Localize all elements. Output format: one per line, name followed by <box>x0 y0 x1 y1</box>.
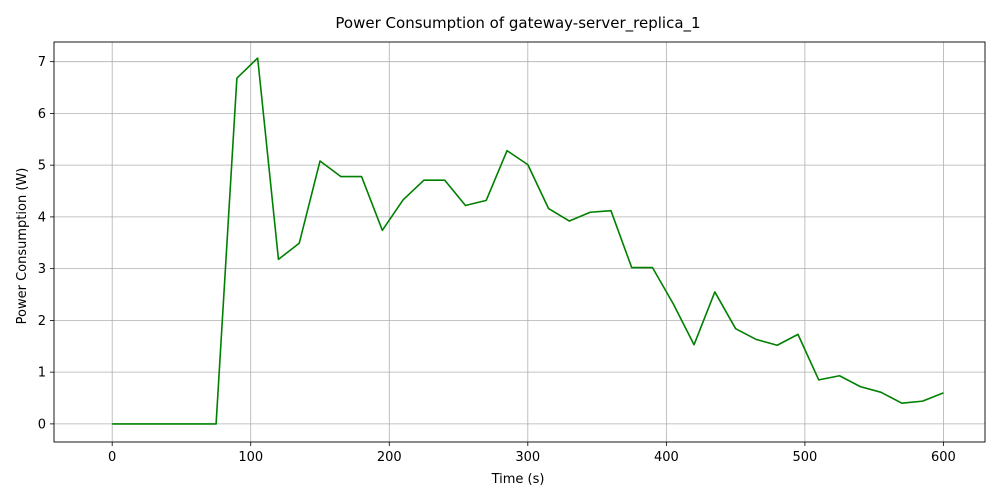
x-tick-label: 100 <box>238 450 263 465</box>
grid <box>54 42 985 442</box>
plot-frame <box>53 41 986 443</box>
series-layer <box>112 57 944 425</box>
y-tick-label: 3 <box>38 262 46 277</box>
x-axis-ticks: 0 100 200 300 400 500 600 <box>108 442 956 465</box>
x-tick-label: 600 <box>931 450 956 465</box>
power-consumption-line <box>112 57 944 425</box>
y-tick-label: 7 <box>38 55 46 70</box>
x-axis-label: Time (s) <box>491 472 545 487</box>
y-tick-label: 5 <box>38 159 46 174</box>
y-axis-ticks: 0 1 2 3 4 5 6 7 <box>38 55 54 432</box>
x-tick-label: 200 <box>377 450 402 465</box>
x-tick-label: 400 <box>654 450 679 465</box>
chart-title: Power Consumption of gateway-server_repl… <box>335 14 700 33</box>
x-tick-label: 500 <box>792 450 817 465</box>
x-tick-label: 0 <box>108 450 116 465</box>
x-tick-label: 300 <box>515 450 540 465</box>
y-tick-label: 6 <box>38 107 46 122</box>
y-tick-label: 2 <box>38 314 46 329</box>
y-axis-label: Power Consumption (W) <box>15 168 30 325</box>
y-tick-label: 0 <box>38 417 46 432</box>
y-tick-label: 4 <box>38 210 46 225</box>
y-tick-label: 1 <box>38 366 46 381</box>
